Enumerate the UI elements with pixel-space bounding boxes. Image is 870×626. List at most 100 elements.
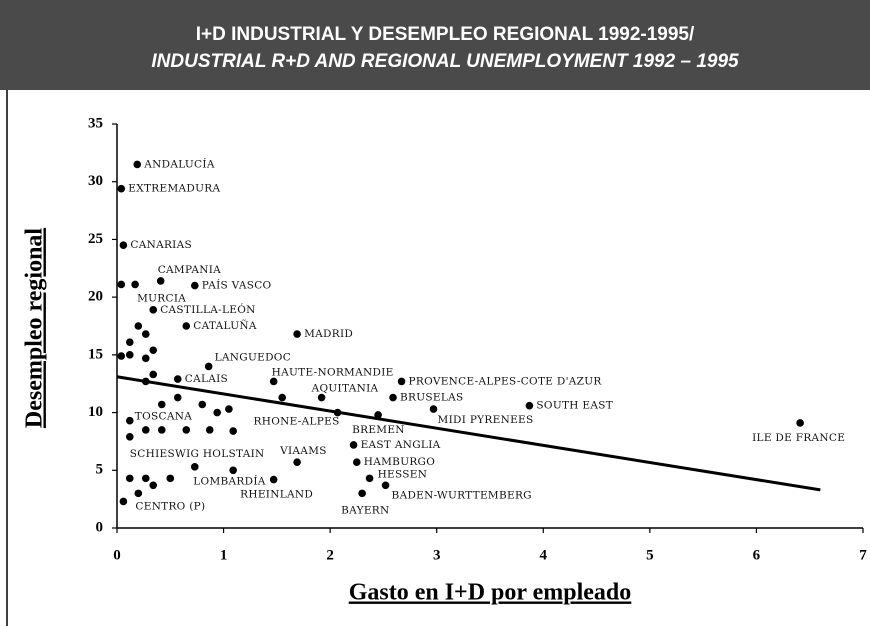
- x-tick-label: 7: [859, 547, 867, 563]
- x-axis-title: Gasto en I+D por empleado: [349, 580, 632, 606]
- point: [149, 346, 158, 355]
- y-axis-title: Desempleo regional: [22, 228, 48, 429]
- point: [182, 426, 191, 434]
- chart-title: I+D INDUSTRIAL Y DESEMPLEO REGIONAL 1992…: [196, 24, 695, 45]
- point: [397, 377, 406, 386]
- point: [149, 306, 158, 314]
- point-label: CASTILLA-LEÓN: [160, 302, 255, 316]
- point: [269, 377, 278, 386]
- y-tick-label: 30: [88, 173, 103, 189]
- point: [365, 474, 374, 483]
- point-label: HESSEN: [378, 468, 428, 480]
- y-tick-label: 0: [96, 519, 104, 535]
- point: [204, 362, 213, 371]
- point: [134, 322, 143, 330]
- point: [190, 463, 199, 471]
- point: [198, 400, 207, 409]
- point: [133, 160, 142, 169]
- point-label: BADEN-WURTTEMBERG: [392, 489, 532, 501]
- point-label: TOSCANA: [135, 411, 192, 423]
- x-tick-label: 0: [113, 547, 121, 563]
- point: [381, 481, 390, 490]
- x-tick-label: 5: [646, 547, 654, 563]
- point: [796, 419, 804, 427]
- point: [141, 426, 150, 434]
- point: [157, 400, 166, 409]
- point: [229, 427, 237, 435]
- point: [141, 354, 150, 363]
- y-tick-label: 10: [88, 404, 103, 420]
- point: [117, 352, 126, 360]
- point: [119, 497, 128, 506]
- point: [166, 474, 175, 483]
- point-label: EXTREMADURA: [128, 183, 220, 195]
- point: [190, 281, 199, 290]
- point-label: PAÍS VASCO: [202, 278, 272, 292]
- point-label: CAMPANIA: [158, 264, 221, 276]
- point: [213, 408, 221, 417]
- point: [225, 405, 233, 413]
- point-label: SOUTH EAST: [536, 400, 613, 412]
- point: [429, 405, 438, 413]
- point-label: MADRID: [304, 328, 353, 340]
- point: [141, 474, 150, 483]
- point: [205, 426, 214, 434]
- point: [125, 416, 134, 425]
- chart-subtitle: INDUSTRIAL R+D AND REGIONAL UNEMPLOYMENT…: [151, 51, 739, 72]
- point: [119, 241, 128, 249]
- point: [182, 322, 191, 330]
- point: [173, 375, 182, 383]
- x-tick-label: 2: [326, 547, 334, 563]
- point-label: CENTRO (P): [135, 500, 205, 512]
- point: [157, 426, 166, 434]
- point: [333, 408, 342, 417]
- point-label: CATALUÑA: [193, 318, 257, 332]
- point-label: HAMBURGO: [364, 456, 435, 468]
- point-label: MIDI PYRENEES: [438, 414, 534, 426]
- point-label: PROVENCE-ALPES-COTE D'AZUR: [409, 375, 603, 387]
- point: [134, 489, 143, 498]
- x-tick-label: 3: [433, 547, 441, 563]
- point-label: CALAIS: [185, 373, 228, 385]
- point: [125, 474, 134, 483]
- point: [293, 330, 301, 338]
- point: [525, 401, 534, 410]
- point-label: VIAAMS: [279, 445, 327, 457]
- x-tick-label: 1: [220, 547, 228, 563]
- point-label: ANDALUCÍA: [143, 156, 215, 170]
- y-tick-label: 35: [88, 115, 103, 131]
- point: [141, 330, 150, 338]
- point: [389, 393, 397, 402]
- point: [131, 280, 139, 289]
- point: [149, 481, 158, 490]
- point-label: SCHIESWIG HOLSTAIN: [130, 448, 265, 460]
- point: [229, 466, 237, 475]
- point: [141, 377, 150, 386]
- trend-line: [116, 375, 821, 492]
- point-label: MURCIA: [137, 292, 186, 304]
- y-tick-label: 20: [88, 289, 103, 305]
- point: [358, 489, 366, 498]
- point: [352, 458, 361, 467]
- point-label: LANGUEDOC: [215, 351, 291, 363]
- point: [125, 351, 134, 359]
- point: [125, 338, 134, 346]
- point-label: ILE DE FRANCE: [752, 432, 845, 444]
- point-label: LOMBARDÍA: [193, 474, 266, 488]
- point-label: AQUITANIA: [311, 383, 379, 395]
- point: [149, 370, 158, 379]
- point-label: RHEINLAND: [240, 488, 313, 500]
- point: [278, 393, 286, 402]
- point: [117, 184, 126, 193]
- point: [293, 458, 301, 467]
- point: [317, 393, 326, 402]
- y-tick-label: 15: [88, 346, 103, 362]
- point-label: RHONE-ALPES: [254, 416, 340, 428]
- y-tick-label: 25: [88, 231, 103, 247]
- point-label: BREMEN: [352, 424, 405, 436]
- point: [125, 433, 134, 441]
- header-band: [0, 0, 870, 90]
- x-tick-label: 6: [753, 547, 761, 563]
- point-label: CANARIAS: [130, 239, 192, 251]
